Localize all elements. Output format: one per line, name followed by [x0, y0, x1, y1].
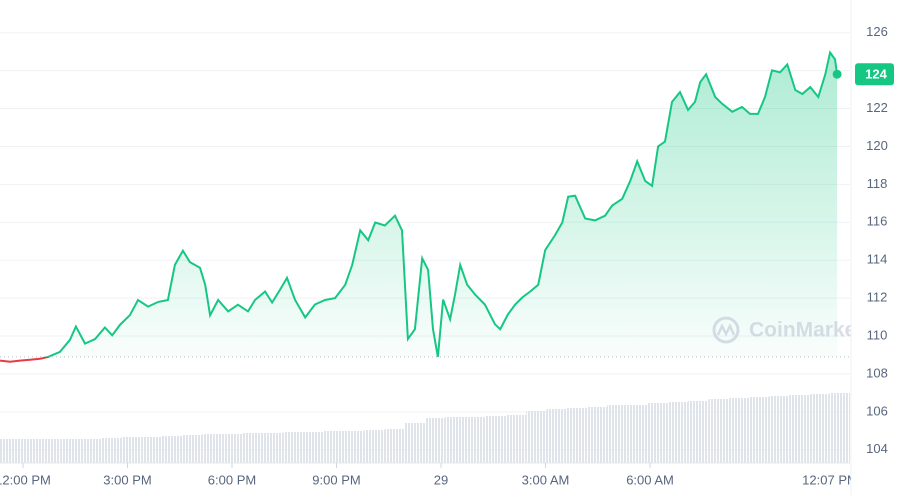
- y-tick-label: 120: [866, 138, 888, 153]
- y-tick-label: 116: [867, 214, 888, 229]
- y-tick-label: 112: [867, 290, 888, 305]
- volume-bar: [769, 396, 790, 463]
- volume-bar: [526, 411, 547, 463]
- volume-bar: [748, 397, 770, 463]
- volume-bar: [141, 437, 162, 463]
- x-tick-label: 9:00 PM: [312, 472, 360, 487]
- last-point: [832, 69, 842, 79]
- volume-bar: [546, 409, 567, 463]
- volume-bar: [566, 408, 587, 463]
- volume-bar: [647, 403, 668, 463]
- volume-bar: [445, 417, 466, 463]
- volume-bar: [425, 418, 446, 463]
- volume-bar: [586, 407, 608, 463]
- volume-bar: [789, 395, 810, 463]
- volume-bar: [121, 437, 142, 463]
- volume-bar: [242, 433, 264, 463]
- y-tick-label: 126: [866, 24, 888, 39]
- volume-bar: [708, 399, 729, 463]
- y-tick-label: 104: [866, 441, 888, 456]
- volume-bar: [505, 415, 527, 463]
- volume-bar: [40, 439, 61, 463]
- volume-bar: [323, 431, 345, 463]
- x-tick-label: 6:00 PM: [208, 472, 256, 487]
- volume-bar: [344, 431, 365, 463]
- y-tick-label: 114: [867, 252, 888, 267]
- volume-bar: [222, 434, 243, 463]
- volume-bar: [728, 398, 749, 463]
- volume-bar: [384, 429, 405, 463]
- volume-bar: [404, 423, 425, 463]
- y-tick-label: 108: [866, 365, 888, 380]
- volume-bar: [465, 417, 486, 463]
- volume-bar: [161, 436, 183, 463]
- volume-bar: [80, 439, 102, 463]
- volume-bar: [283, 432, 304, 463]
- x-tick-label: 3:00 PM: [103, 472, 151, 487]
- volume-bar: [627, 405, 648, 463]
- volume-bar: [0, 439, 21, 463]
- volume-bar: [809, 394, 830, 463]
- x-tick-label: 12:00 PM: [0, 472, 51, 487]
- y-tick-label: 122: [866, 100, 888, 115]
- x-tick-label: 29: [434, 472, 448, 487]
- watermark-logo-mark: [716, 323, 736, 337]
- volume-bar: [182, 435, 203, 463]
- volume-bar: [20, 439, 41, 463]
- volume-bar: [101, 438, 122, 463]
- volume-bar: [60, 439, 81, 463]
- price-badge-label: 124: [865, 67, 887, 82]
- price-area: [48, 52, 838, 357]
- x-tick-label: 3:00 AM: [522, 472, 570, 487]
- watermark-logo: [712, 316, 740, 344]
- price-badge: [855, 63, 894, 86]
- volume-bar: [829, 393, 850, 463]
- volume-bar: [263, 433, 284, 463]
- y-tick-label: 106: [866, 403, 888, 418]
- volume-bar: [607, 405, 628, 463]
- volume-bar: [485, 416, 506, 463]
- x-tick-label: 12:07 PM: [802, 472, 858, 487]
- volume-bar: [667, 402, 689, 463]
- volume-bar: [202, 434, 223, 463]
- y-tick-label: 118: [867, 176, 888, 191]
- y-tick-label: 110: [867, 327, 888, 342]
- x-tick-label: 6:00 AM: [626, 472, 674, 487]
- volume-bar: [688, 401, 709, 463]
- volume-bar: [364, 430, 385, 463]
- volume-bar: [303, 432, 324, 463]
- price-line-up: [43, 50, 839, 357]
